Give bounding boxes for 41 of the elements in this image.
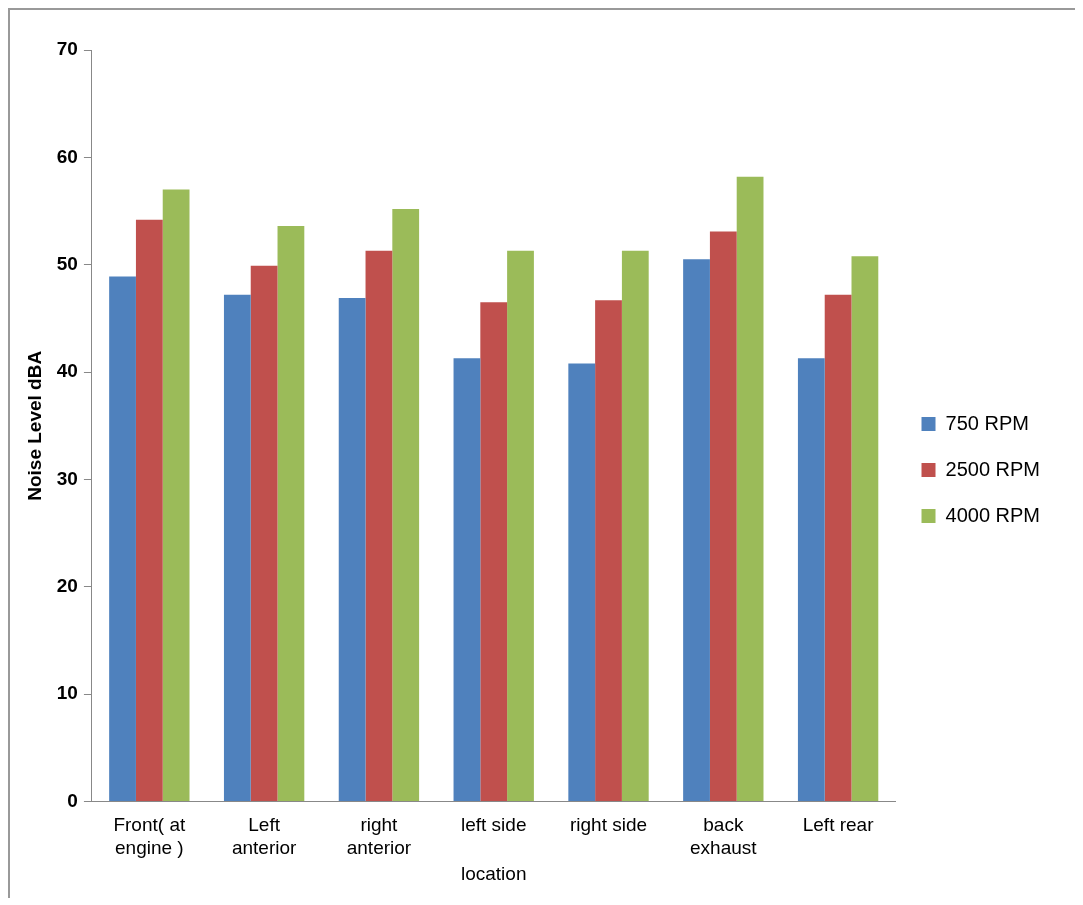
x-tick-label: left side bbox=[460, 814, 527, 836]
bar bbox=[736, 176, 764, 802]
bar bbox=[109, 276, 136, 802]
y-tick-label: 60 bbox=[56, 145, 78, 167]
bar bbox=[851, 256, 879, 802]
bar bbox=[135, 219, 163, 802]
legend-label: 4000 RPM bbox=[945, 503, 1041, 526]
y-tick-label: 40 bbox=[56, 360, 78, 382]
y-tick-label: 30 bbox=[56, 467, 78, 489]
x-tick-label: back exhaust bbox=[690, 814, 758, 859]
bar bbox=[683, 259, 710, 802]
x-tick-label: Front( at engine ) bbox=[113, 814, 186, 859]
bar bbox=[277, 226, 305, 802]
y-tick-label: 20 bbox=[56, 575, 78, 597]
x-axis-title: location bbox=[460, 862, 527, 884]
bar bbox=[709, 231, 737, 802]
y-tick-label: 10 bbox=[56, 682, 78, 704]
bar bbox=[453, 358, 481, 802]
bar bbox=[797, 358, 825, 802]
y-axis-title: Noise Level dBA bbox=[23, 350, 45, 501]
x-tick-label: right anterior bbox=[346, 814, 412, 859]
x-tick-label: Left rear bbox=[802, 814, 875, 836]
legend-label: 2500 RPM bbox=[945, 457, 1041, 480]
bar bbox=[365, 250, 393, 802]
bar bbox=[621, 250, 649, 802]
y-tick-label: 50 bbox=[56, 252, 78, 274]
legend-label: 750 RPM bbox=[945, 411, 1029, 434]
bar bbox=[338, 298, 366, 802]
bar bbox=[392, 208, 420, 802]
bar bbox=[480, 302, 508, 802]
bar bbox=[568, 363, 596, 802]
bar bbox=[824, 294, 852, 802]
bar bbox=[250, 265, 278, 802]
y-tick-label: 70 bbox=[56, 38, 78, 60]
x-tick-label: Left anterior bbox=[231, 814, 298, 859]
x-tick-label: right side bbox=[569, 814, 648, 836]
bar bbox=[223, 294, 251, 802]
bar bbox=[162, 189, 190, 802]
bar bbox=[507, 250, 534, 802]
bar bbox=[595, 300, 622, 802]
y-tick-label: 0 bbox=[67, 789, 78, 811]
